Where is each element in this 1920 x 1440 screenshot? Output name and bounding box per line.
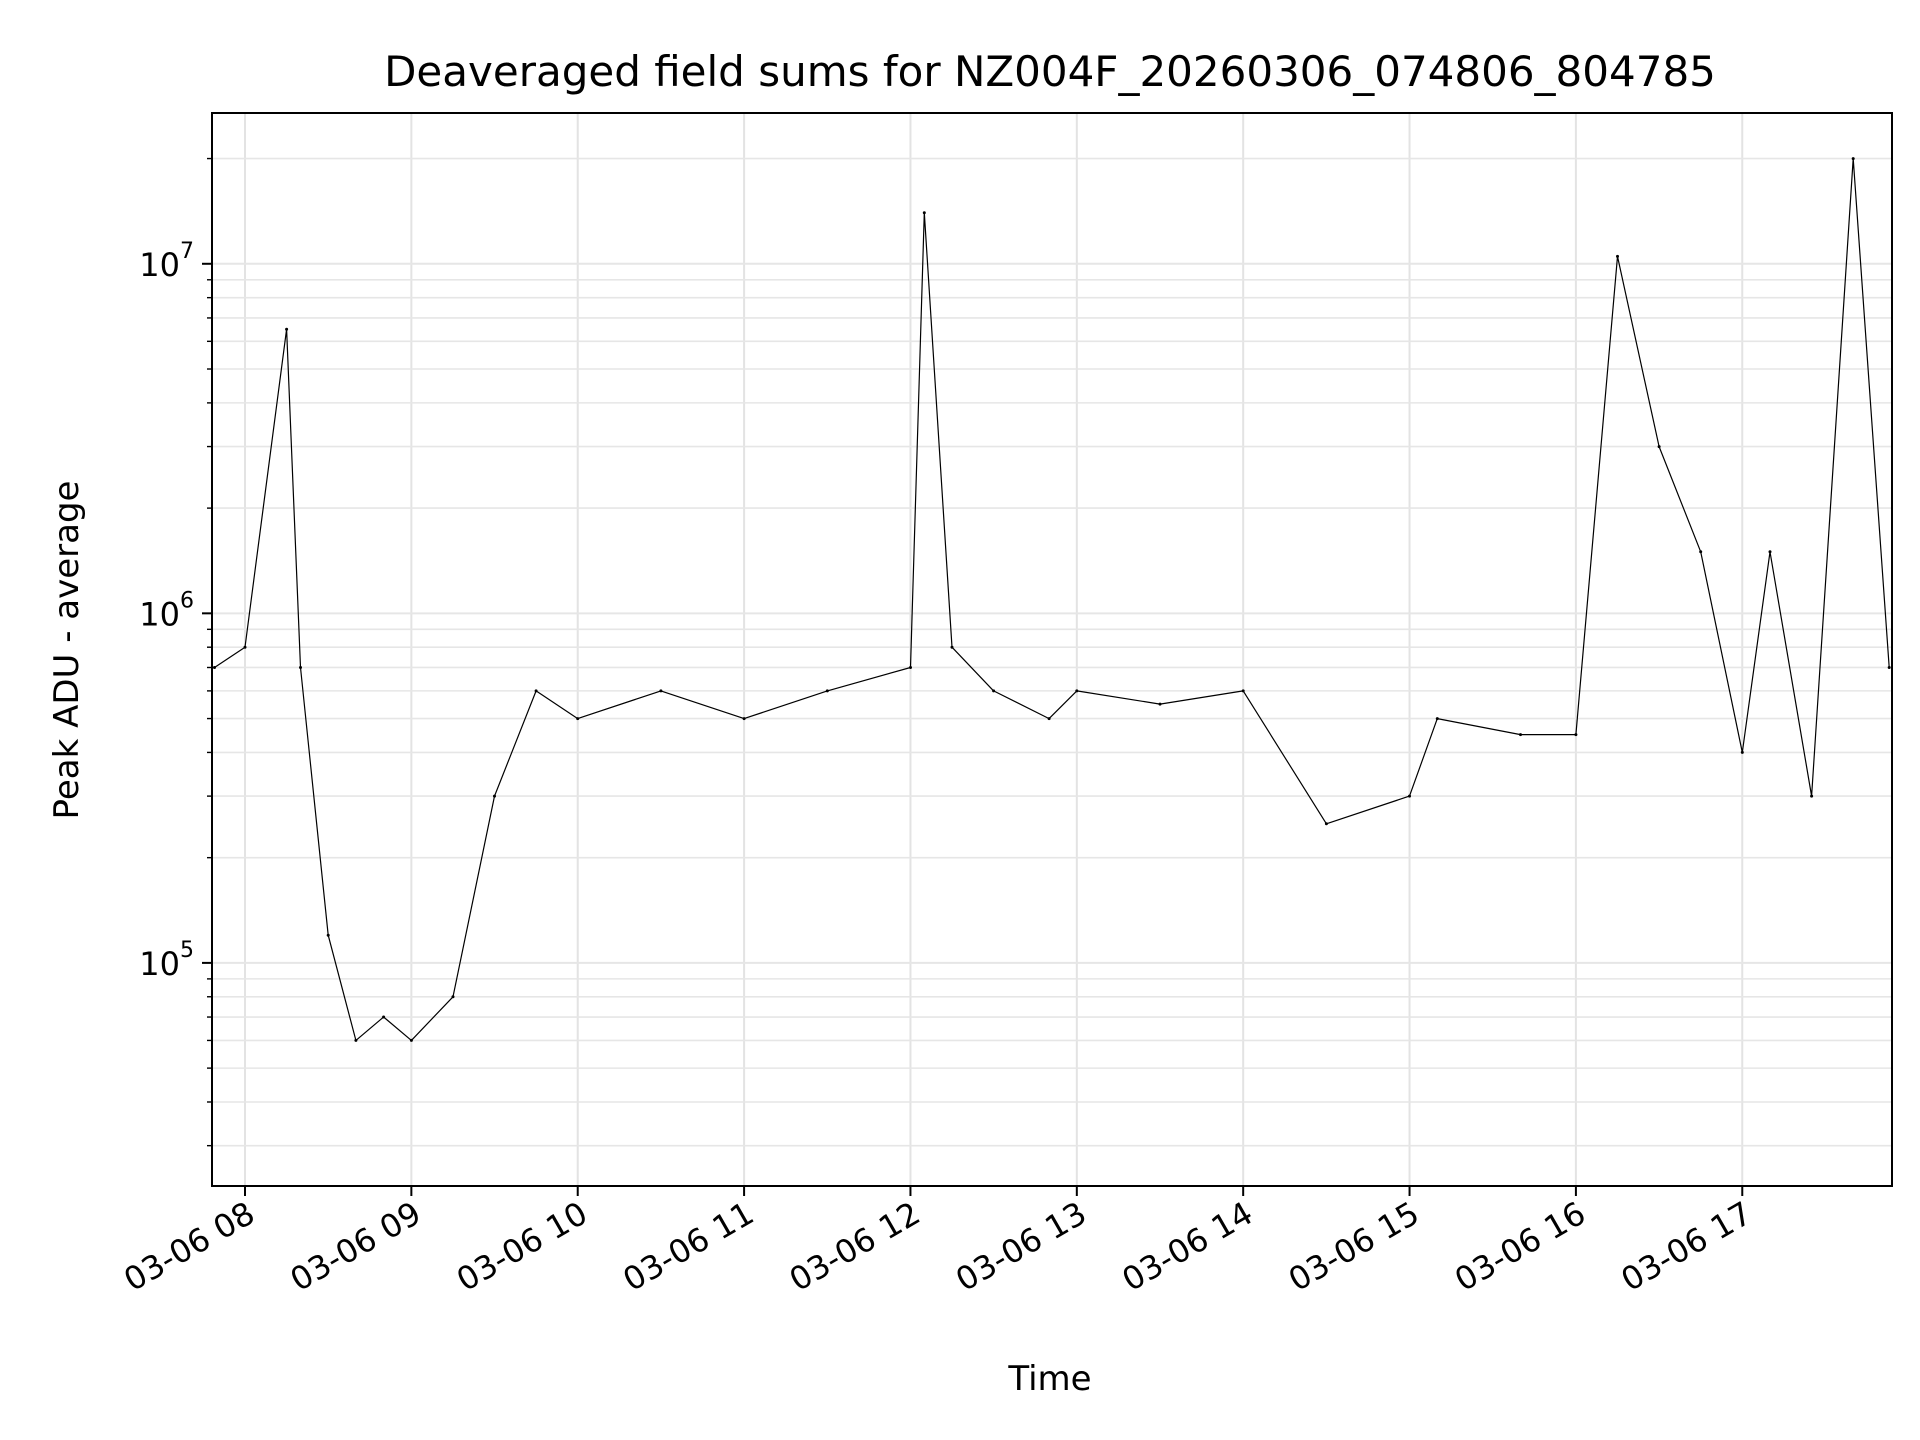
data-point	[1699, 550, 1703, 554]
data-point	[742, 717, 746, 721]
data-point	[1519, 733, 1522, 737]
data-point	[1810, 794, 1814, 798]
plot-frame	[211, 112, 1893, 1187]
y-tick-exponent: 6	[180, 588, 194, 613]
data-point	[1435, 717, 1439, 721]
data-point	[1158, 702, 1162, 706]
data-point	[534, 689, 538, 693]
data-point	[451, 995, 455, 999]
data-point	[825, 689, 829, 693]
y-tick-exponent: 5	[180, 938, 194, 963]
data-point	[659, 689, 663, 693]
data-point	[326, 933, 330, 937]
data-point	[382, 1015, 386, 1019]
x-axis-label: Time	[1007, 1359, 1091, 1399]
data-point	[1047, 717, 1051, 721]
y-tick-label: 106	[139, 588, 194, 633]
y-tick-exponent: 7	[180, 239, 194, 264]
chart-title: Deaveraged field sums for NZ004F_2026030…	[384, 47, 1716, 96]
data-point	[493, 794, 496, 798]
y-tick-base: 10	[139, 595, 180, 633]
series-layer	[213, 157, 1891, 1042]
data-point	[1574, 733, 1578, 737]
data-point	[409, 1038, 413, 1042]
grid	[212, 113, 1892, 1186]
data-point	[922, 211, 926, 215]
data-point	[992, 689, 996, 693]
data-point	[1887, 666, 1891, 669]
data-point	[1616, 254, 1619, 258]
data-point	[950, 645, 954, 649]
data-point	[1851, 157, 1855, 161]
y-axis-label: Peak ADU - average	[47, 481, 87, 820]
data-point	[909, 666, 912, 669]
data-point	[1408, 794, 1411, 798]
data-point	[1768, 550, 1772, 554]
y-tick-base: 10	[139, 246, 180, 284]
y-tick-label: 107	[139, 239, 194, 284]
data-point	[213, 666, 216, 669]
data-point	[243, 645, 247, 649]
data-point	[285, 327, 289, 331]
y-tick-label: 105	[139, 938, 194, 983]
y-tick-base: 10	[139, 945, 180, 983]
data-point	[354, 1038, 358, 1042]
data-point	[299, 666, 302, 669]
data-point	[1241, 689, 1245, 693]
data-point	[1075, 689, 1079, 693]
data-point	[1657, 445, 1661, 449]
series-line	[214, 158, 1890, 1041]
data-point	[576, 717, 580, 721]
data-point	[1324, 822, 1328, 826]
data-point	[1740, 750, 1744, 754]
